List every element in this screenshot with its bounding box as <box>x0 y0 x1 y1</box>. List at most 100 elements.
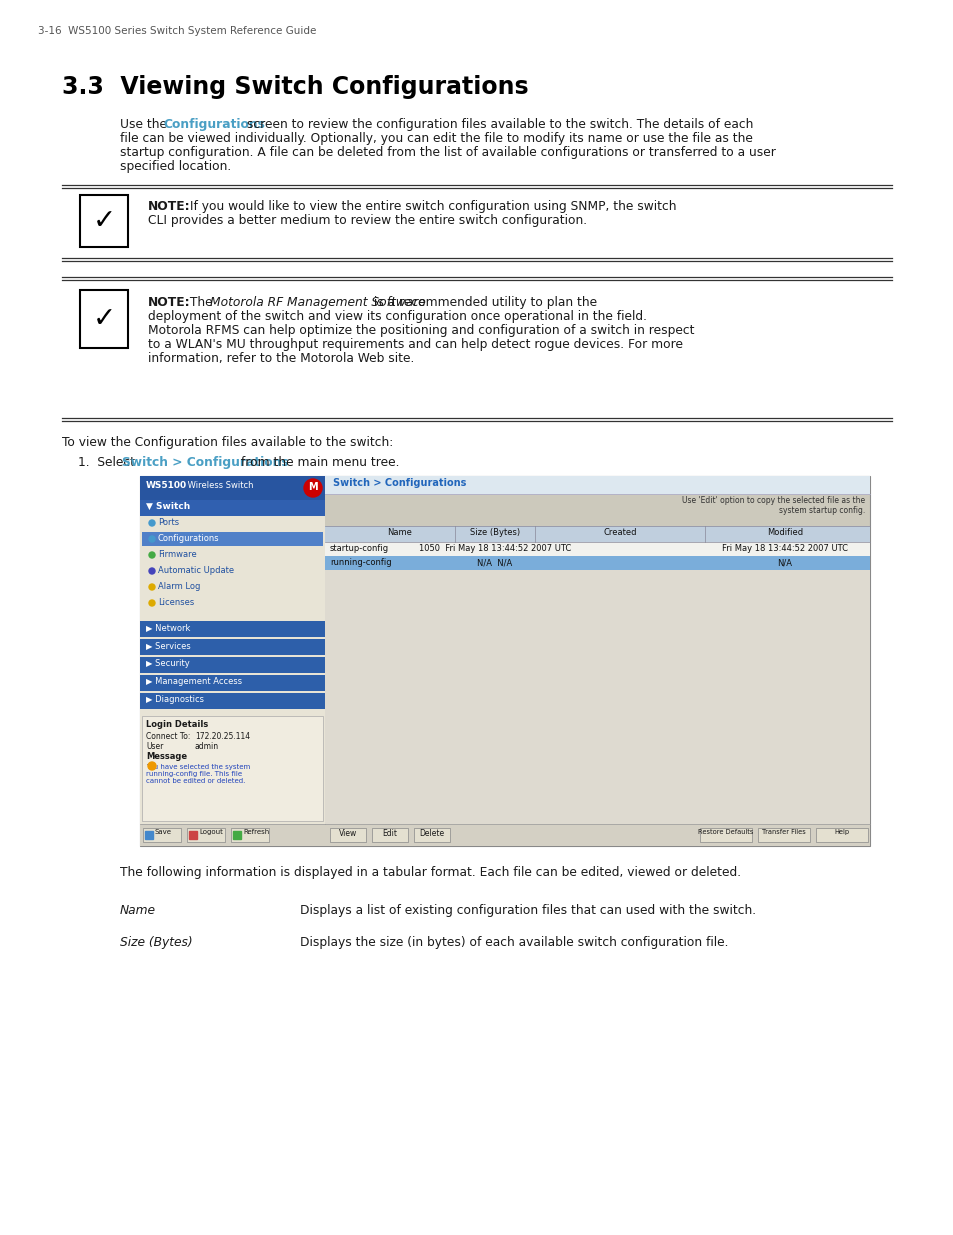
Text: information, refer to the Motorola Web site.: information, refer to the Motorola Web s… <box>148 352 414 366</box>
Text: Connect To:: Connect To: <box>146 732 191 741</box>
Text: 3.3  Viewing Switch Configurations: 3.3 Viewing Switch Configurations <box>62 75 528 99</box>
Text: is a recommended utility to plan the: is a recommended utility to plan the <box>370 296 597 309</box>
Circle shape <box>149 584 154 590</box>
Text: Motorola RF Management Software: Motorola RF Management Software <box>210 296 425 309</box>
Text: Size (Bytes): Size (Bytes) <box>470 529 519 537</box>
Text: Modified: Modified <box>766 529 802 537</box>
Text: Motorola RFMS can help optimize the positioning and configuration of a switch in: Motorola RFMS can help optimize the posi… <box>148 324 694 337</box>
Text: Name: Name <box>387 529 412 537</box>
Text: M: M <box>308 482 317 492</box>
Text: Switch > Configurations: Switch > Configurations <box>333 478 466 488</box>
Text: 1050  Fri May 18 13:44:52 2007 UTC: 1050 Fri May 18 13:44:52 2007 UTC <box>418 543 571 553</box>
Bar <box>140 657 325 673</box>
Text: N/A  N/A: N/A N/A <box>476 558 512 567</box>
Text: N/A: N/A <box>777 558 792 567</box>
Text: Save: Save <box>154 829 172 835</box>
Bar <box>231 827 269 842</box>
Circle shape <box>304 479 322 496</box>
Bar <box>325 556 869 571</box>
Text: file can be viewed individually. Optionally, you can edit the file to modify its: file can be viewed individually. Optiona… <box>120 132 752 144</box>
Text: Refresh: Refresh <box>243 829 269 835</box>
Text: Logout: Logout <box>199 829 223 835</box>
Bar <box>140 638 325 655</box>
Text: running-config: running-config <box>330 558 392 567</box>
Bar <box>140 475 869 846</box>
Bar <box>80 290 128 348</box>
Text: Alarm Log: Alarm Log <box>158 582 200 592</box>
Bar <box>325 824 869 846</box>
Text: Message: Message <box>146 752 187 761</box>
Bar <box>140 693 325 709</box>
Bar <box>330 827 366 842</box>
Bar <box>414 827 450 842</box>
Text: deployment of the switch and view its configuration once operational in the fiel: deployment of the switch and view its co… <box>148 310 646 324</box>
Text: CLI provides a better medium to review the entire switch configuration.: CLI provides a better medium to review t… <box>148 214 586 227</box>
Bar <box>142 532 323 546</box>
Bar <box>142 716 323 821</box>
Text: specified location.: specified location. <box>120 161 231 173</box>
Text: screen to review the configuration files available to the switch. The details of: screen to review the configuration files… <box>243 119 753 131</box>
Text: Displays a list of existing configuration files that can used with the switch.: Displays a list of existing configuratio… <box>299 904 756 918</box>
Text: Firmware: Firmware <box>158 550 196 559</box>
Circle shape <box>148 762 156 769</box>
Text: Created: Created <box>602 529 636 537</box>
Text: Automatic Update: Automatic Update <box>158 566 233 576</box>
Text: Login Details: Login Details <box>146 720 208 729</box>
Text: ▶ Diagnostics: ▶ Diagnostics <box>146 695 204 704</box>
Text: NOTE:: NOTE: <box>148 296 191 309</box>
Text: admin: admin <box>194 742 219 751</box>
Text: Transfer Files: Transfer Files <box>761 829 805 835</box>
Bar <box>140 676 325 692</box>
Bar <box>372 827 408 842</box>
Text: from the main menu tree.: from the main menu tree. <box>236 456 399 469</box>
Text: ▶ Network: ▶ Network <box>146 622 191 632</box>
Text: To view the Configuration files available to the switch:: To view the Configuration files availabl… <box>62 436 393 450</box>
Circle shape <box>149 552 154 558</box>
Text: Edit: Edit <box>382 829 397 839</box>
Text: startup-config: startup-config <box>330 543 389 553</box>
Text: Help: Help <box>834 829 849 835</box>
Text: Size (Bytes): Size (Bytes) <box>120 936 193 948</box>
Text: to a WLAN's MU throughput requirements and can help detect rogue devices. For mo: to a WLAN's MU throughput requirements a… <box>148 338 682 351</box>
Bar <box>140 475 325 500</box>
Bar <box>325 571 869 824</box>
Bar <box>325 475 869 494</box>
Circle shape <box>149 536 154 542</box>
Text: Name: Name <box>120 904 156 918</box>
Bar <box>233 831 241 839</box>
Bar <box>189 831 196 839</box>
Bar <box>140 475 325 846</box>
Text: ▶ Services: ▶ Services <box>146 641 191 650</box>
Text: Licenses: Licenses <box>158 598 194 606</box>
Circle shape <box>149 600 154 606</box>
Text: ✓: ✓ <box>92 305 115 333</box>
Bar <box>140 621 325 637</box>
Text: 3-16  WS5100 Series Switch System Reference Guide: 3-16 WS5100 Series Switch System Referen… <box>38 26 316 36</box>
Text: Wireless Switch: Wireless Switch <box>185 480 253 490</box>
Text: ✓: ✓ <box>92 207 115 235</box>
Text: Ports: Ports <box>158 517 179 527</box>
Text: Use the: Use the <box>120 119 171 131</box>
Text: Delete: Delete <box>419 829 444 839</box>
Bar <box>325 542 869 556</box>
Text: The: The <box>186 296 216 309</box>
Text: Switch > Configurations: Switch > Configurations <box>122 456 289 469</box>
Circle shape <box>149 520 154 526</box>
Text: 1.  Select: 1. Select <box>78 456 139 469</box>
Text: You have selected the system
running-config file. This file
cannot be edited or : You have selected the system running-con… <box>146 764 250 784</box>
Text: Use 'Edit' option to copy the selected file as the
system startup config.: Use 'Edit' option to copy the selected f… <box>681 496 864 515</box>
Text: Fri May 18 13:44:52 2007 UTC: Fri May 18 13:44:52 2007 UTC <box>721 543 847 553</box>
Text: NOTE:: NOTE: <box>148 200 191 212</box>
Text: Configurations: Configurations <box>158 534 219 543</box>
Bar <box>143 827 181 842</box>
Text: Configurations: Configurations <box>163 119 265 131</box>
Text: ▶ Management Access: ▶ Management Access <box>146 677 242 685</box>
Text: ▶ Security: ▶ Security <box>146 659 190 668</box>
Bar <box>700 827 751 842</box>
Text: startup configuration. A file can be deleted from the list of available configur: startup configuration. A file can be del… <box>120 146 775 159</box>
Bar <box>145 831 152 839</box>
Bar <box>325 526 869 542</box>
Text: ▼ Switch: ▼ Switch <box>146 501 190 511</box>
Bar <box>140 500 325 516</box>
Bar <box>80 195 128 247</box>
